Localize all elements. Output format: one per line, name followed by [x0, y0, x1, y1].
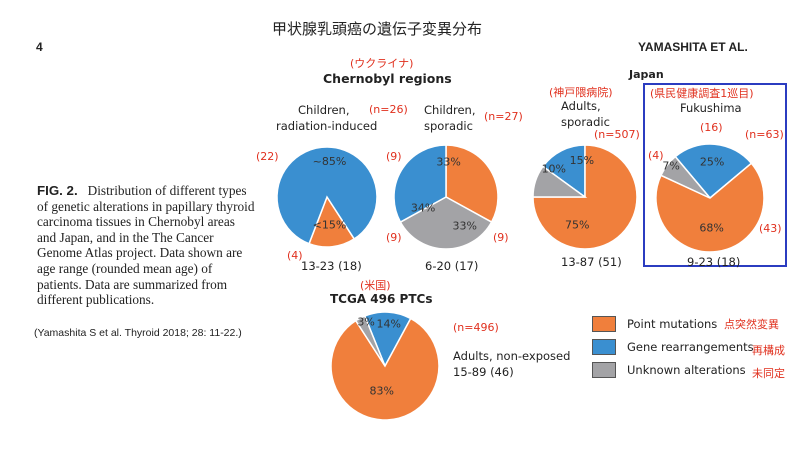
- adults_sporadic-slice-point-mutations: [532, 144, 638, 250]
- legend-jp-point: 点突然変異: [724, 318, 779, 331]
- figure-caption: FIG. 2. Distribution of different types …: [37, 183, 255, 308]
- sporadic-slice-gene-rearrangements: [393, 144, 447, 224]
- adults_sporadic-label-gene-rearrangements: 15%: [570, 154, 594, 167]
- sporadic-age: 6-20 (17): [425, 259, 479, 273]
- sporadic-slice-point-mutations: [445, 144, 499, 224]
- adults_sporadic-slice-gene-rearrangements: [541, 144, 586, 199]
- figure-label: FIG. 2.: [37, 183, 78, 198]
- citation: (Yamashita S et al. Thyroid 2018; 28: 11…: [34, 327, 242, 339]
- adults_sporadic-label-point-mutations: 75%: [565, 219, 589, 232]
- tcga-label-gene-rearrangements: 14%: [377, 317, 401, 330]
- legend-label-point: Point mutations: [627, 317, 718, 331]
- radiation-title-line2: radiation-induced: [276, 119, 378, 133]
- fukushima-slice-point-mutations: [655, 162, 765, 253]
- legend-swatch-point: [592, 316, 616, 332]
- tcga-subtitle: Adults, non-exposed: [453, 349, 571, 363]
- running-head-authors: YAMASHITA ET AL.: [638, 40, 748, 54]
- legend-jp-unknown: 未同定: [752, 367, 785, 380]
- legend-label-unknown: Unknown alterations: [627, 363, 746, 377]
- radiation-n-label: (n=26): [369, 103, 408, 116]
- fukushima-highlight-box: [643, 83, 787, 267]
- fukushima-count-unknown: (4): [648, 149, 664, 162]
- sporadic-n-label: (n=27): [484, 110, 523, 123]
- sporadic-title-line1: Children,: [424, 103, 476, 117]
- fukushima-age: 9-23 (18): [687, 255, 741, 269]
- fukushima-jp-label: (県民健康調査1巡目): [650, 87, 754, 100]
- tcga-jp-label: (米国): [360, 279, 391, 292]
- radiation-slice-gene-rearrangements: [276, 146, 378, 245]
- chernobyl-group-title: Chernobyl regions: [323, 71, 452, 86]
- fukushima-slice-gene-rearrangements: [674, 143, 753, 200]
- tcga-label-point-mutations: 83%: [370, 384, 394, 397]
- adults_sporadic-label-unknown-alterations: 10%: [542, 162, 566, 175]
- sporadic-count-point: (9): [493, 231, 509, 244]
- sporadic-label-gene-rearrangements: 33%: [436, 156, 460, 169]
- fukushima-label-point-mutations: 68%: [699, 222, 723, 235]
- sporadic-count-unknown: (9): [386, 231, 402, 244]
- fukushima-slice-unknown-alterations: [659, 155, 711, 199]
- slide-title: 甲状腺乳頭癌の遺伝子変異分布: [272, 20, 483, 38]
- page-number: 4: [36, 40, 43, 54]
- tcga-slice-unknown-alterations: [354, 314, 386, 367]
- tcga-group-title: TCGA 496 PTCs: [330, 292, 433, 306]
- tcga-slice-point-mutations: [330, 317, 440, 421]
- sporadic-title-line2: sporadic: [424, 119, 473, 133]
- sporadic-count-rearr: (9): [386, 150, 402, 163]
- tcga-label-unknown-alterations: 3%: [357, 316, 374, 329]
- radiation-label-point-mutations: <15%: [313, 219, 347, 232]
- figure-caption-text: Distribution of different types of genet…: [37, 183, 255, 308]
- radiation-count-rearr: (22): [256, 150, 279, 163]
- fukushima-count-point: (43): [759, 222, 782, 235]
- fukushima-label-unknown-alterations: 7%: [662, 160, 679, 173]
- fukushima-label-gene-rearrangements: 25%: [700, 155, 724, 168]
- adults-age: 13-87 (51): [561, 255, 622, 269]
- fukushima-count-rearr: (16): [700, 121, 723, 134]
- legend-swatch-rearr: [592, 339, 616, 355]
- sporadic-label-unknown-alterations: 34%: [411, 201, 435, 214]
- adults-title-line2: sporadic: [561, 115, 610, 129]
- radiation-title-line1: Children,: [298, 103, 350, 117]
- tcga-age: 15-89 (46): [453, 365, 514, 379]
- sporadic-label-point-mutations: 33%: [452, 220, 476, 233]
- radiation-age: 13-23 (18): [301, 259, 362, 273]
- fukushima-n-label: (n=63): [745, 128, 784, 141]
- fukushima-title: Fukushima: [680, 101, 742, 115]
- adults-n-label: (n=507): [594, 128, 640, 141]
- legend-label-rearr: Gene rearrangements: [627, 340, 754, 354]
- chernobyl-jp-label: (ウクライナ): [350, 57, 414, 70]
- legend-jp-rearr: 再構成: [752, 344, 785, 357]
- adults-title-line1: Adults,: [561, 99, 601, 113]
- japan-group-title: Japan: [629, 68, 664, 81]
- radiation-count-point: (4): [287, 249, 303, 262]
- adults-jp-label: (神戸隈病院): [549, 86, 613, 99]
- legend-swatch-unknown: [592, 362, 616, 378]
- tcga-n-label: (n=496): [453, 321, 499, 334]
- radiation-label-gene-rearrangements: ~85%: [313, 155, 347, 168]
- adults_sporadic-slice-unknown-alterations: [532, 165, 588, 198]
